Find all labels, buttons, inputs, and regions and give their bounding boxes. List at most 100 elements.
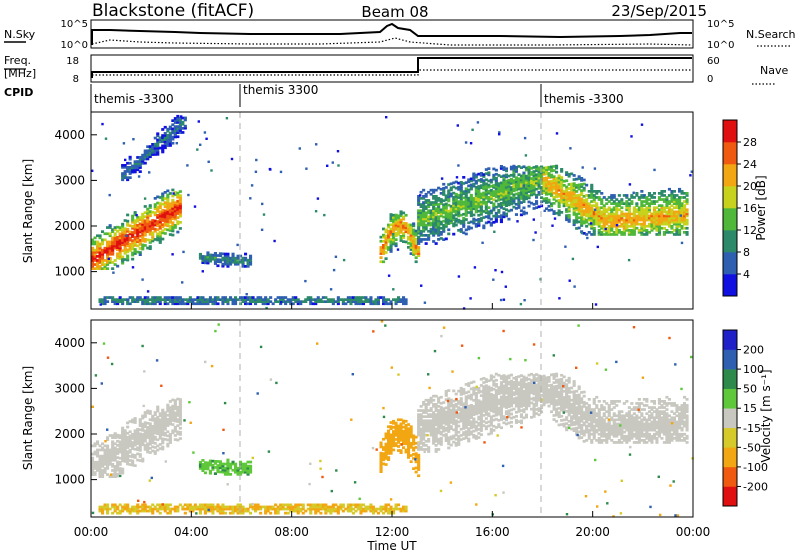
heatmap-cell <box>148 442 152 446</box>
heatmap-cell <box>524 181 528 184</box>
heatmap-cell <box>163 205 167 209</box>
heatmap-cell <box>509 196 513 200</box>
heatmap-cell <box>178 206 182 210</box>
heatmap-cell <box>402 221 406 225</box>
heatmap-cell <box>447 389 451 392</box>
heatmap-cell <box>121 471 125 475</box>
heatmap-cell <box>234 256 238 260</box>
heatmap-cell <box>316 505 320 509</box>
heatmap-cell <box>459 419 463 423</box>
heatmap-cell <box>199 143 202 146</box>
heatmap-cell <box>201 505 205 509</box>
heatmap-cell <box>96 454 100 458</box>
heatmap-cell <box>597 231 601 234</box>
heatmap-cell <box>462 190 466 193</box>
heatmap-cell <box>457 437 461 440</box>
heatmap-cell <box>113 442 117 446</box>
heatmap-cell <box>487 404 491 407</box>
heatmap-cell <box>509 198 513 202</box>
heatmap-cell <box>665 220 669 224</box>
heatmap-cell <box>454 403 458 406</box>
frequency-trace <box>91 57 692 78</box>
heatmap-cell <box>286 503 290 507</box>
heatmap-cell <box>464 195 468 199</box>
heatmap-cell <box>397 438 401 442</box>
heatmap-cell <box>158 196 162 199</box>
heatmap-cell <box>136 452 140 456</box>
heatmap-cell <box>387 246 391 249</box>
heatmap-cell <box>637 212 641 216</box>
heatmap-cell <box>364 507 368 511</box>
heatmap-cell <box>266 302 270 306</box>
heatmap-cell <box>657 192 661 195</box>
heatmap-cell <box>168 435 172 438</box>
heatmap-cell <box>131 168 135 172</box>
heatmap-cell <box>329 509 333 513</box>
heatmap-cell <box>514 168 518 171</box>
heatmap-cell <box>143 215 147 219</box>
heatmap-cell <box>494 205 498 209</box>
heatmap-cell <box>552 202 556 205</box>
heatmap-cell <box>650 226 654 230</box>
heatmap-cell <box>198 463 202 466</box>
heatmap-cell <box>188 298 192 301</box>
heatmap-cell <box>337 164 340 167</box>
heatmap-cell <box>484 186 488 190</box>
heatmap-cell <box>660 206 664 210</box>
heatmap-cell <box>163 423 167 427</box>
heatmap-cell <box>452 428 456 432</box>
heatmap-cell <box>452 420 456 423</box>
heatmap-cell <box>509 186 513 189</box>
heatmap-cell <box>489 211 493 215</box>
heatmap-cell <box>507 174 511 178</box>
heatmap-cell <box>294 298 298 301</box>
heatmap-cell <box>341 300 345 303</box>
heatmap-cell <box>156 409 160 413</box>
heatmap-cell <box>565 173 569 176</box>
heatmap-cell <box>647 208 651 212</box>
heatmap-cell <box>615 220 619 224</box>
heatmap-cell <box>597 229 601 232</box>
heatmap-cell <box>148 507 152 511</box>
heatmap-cell <box>492 221 496 224</box>
heatmap-cell <box>607 233 611 236</box>
heatmap-cell <box>181 116 185 120</box>
heatmap-cell <box>640 212 644 216</box>
heatmap-cell <box>464 210 468 213</box>
heatmap-cell <box>168 410 172 414</box>
heatmap-cell <box>143 244 147 247</box>
heatmap-cell <box>146 157 150 161</box>
heatmap-cell <box>221 302 225 306</box>
heatmap-cell <box>161 507 165 511</box>
heatmap-cell <box>419 223 423 227</box>
heatmap-cell <box>652 196 656 199</box>
heatmap-cell <box>467 211 471 214</box>
heatmap-cell <box>151 437 155 440</box>
heatmap-cell <box>143 505 147 509</box>
heatmap-cell <box>474 179 478 183</box>
heatmap-cell <box>444 437 448 440</box>
heatmap-cell <box>218 509 222 513</box>
heatmap-cell <box>477 432 481 435</box>
heatmap-cell <box>320 299 323 302</box>
heatmap-cell <box>126 236 130 239</box>
heatmap-cell <box>126 302 130 306</box>
heatmap-cell <box>630 218 634 222</box>
heatmap-cell <box>560 188 564 192</box>
heatmap-cell <box>444 392 448 395</box>
heatmap-cell <box>575 204 579 208</box>
heatmap-cell <box>369 503 373 507</box>
heatmap-cell <box>419 448 423 451</box>
heatmap-cell <box>560 182 564 185</box>
heatmap-cell <box>452 418 456 421</box>
heatmap-cell <box>148 447 152 450</box>
heatmap-cell <box>397 218 401 222</box>
heatmap-cell <box>417 448 421 451</box>
heatmap-cell <box>427 234 431 237</box>
heatmap-cell <box>404 226 408 229</box>
heatmap-cell <box>186 302 190 306</box>
heatmap-cell <box>672 214 676 218</box>
heatmap-cell <box>577 185 581 189</box>
heatmap-cell <box>138 505 142 509</box>
heatmap-cell <box>464 399 468 403</box>
